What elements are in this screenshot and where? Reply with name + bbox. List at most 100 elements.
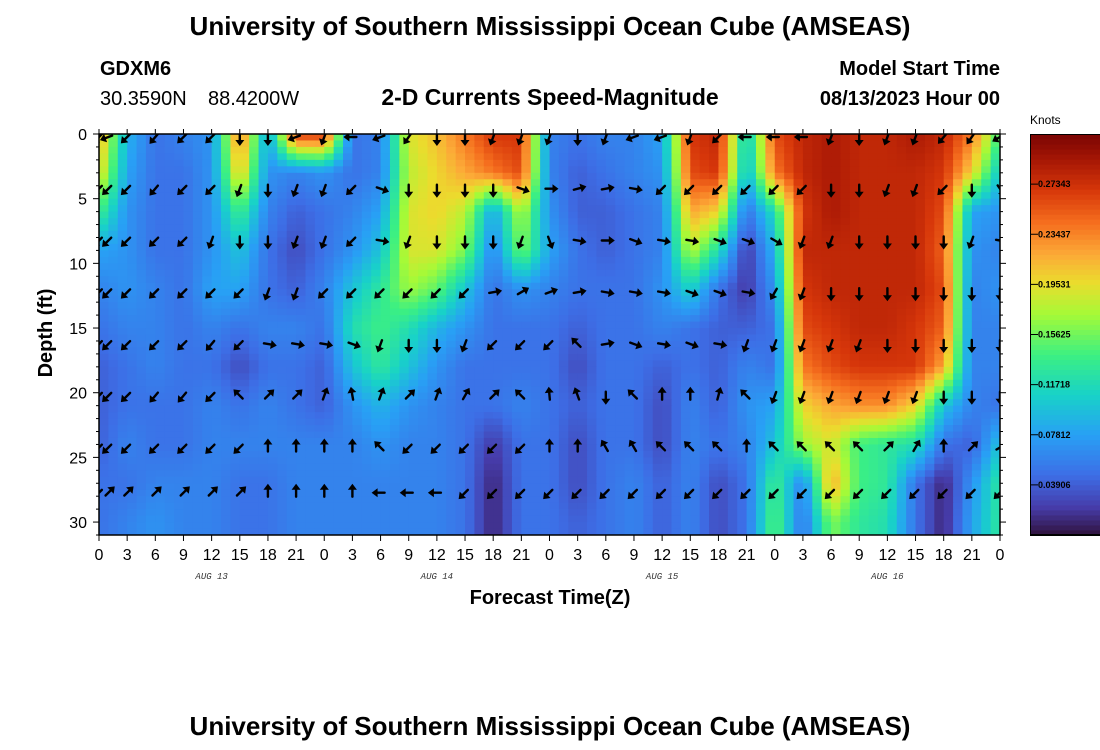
heatmap-cell xyxy=(202,347,213,355)
heatmap-cell xyxy=(624,153,635,161)
heatmap-cell xyxy=(493,405,504,413)
heatmap-cell xyxy=(953,353,964,361)
heatmap-cell xyxy=(652,218,663,226)
heatmap-cell xyxy=(155,328,166,336)
heatmap-cell xyxy=(587,211,598,219)
heatmap-cell xyxy=(587,185,598,193)
heatmap-cell xyxy=(296,463,307,471)
heatmap-cell xyxy=(324,185,335,193)
heatmap-cell xyxy=(493,457,504,465)
heatmap-cell xyxy=(868,437,879,446)
heatmap-cell xyxy=(840,334,851,342)
heatmap-cell xyxy=(174,437,185,446)
heatmap-cell xyxy=(249,172,260,180)
heatmap-cell xyxy=(202,231,213,239)
heatmap-cell xyxy=(652,250,663,258)
heatmap-cell xyxy=(286,166,297,174)
heatmap-cell xyxy=(361,437,372,446)
heatmap-cell xyxy=(831,140,842,148)
heatmap-cell xyxy=(389,366,400,374)
heatmap-cell xyxy=(746,373,757,381)
heatmap-cell xyxy=(380,373,391,381)
heatmap-cell xyxy=(436,463,447,471)
heatmap-cell xyxy=(831,282,842,290)
heatmap-cell xyxy=(277,282,288,290)
heatmap-cell xyxy=(906,192,917,200)
heatmap-cell xyxy=(981,457,992,465)
heatmap-cell xyxy=(821,450,832,458)
heatmap-cell xyxy=(483,457,494,465)
heatmap-cell xyxy=(324,425,335,433)
heatmap-cell xyxy=(784,392,795,400)
heatmap-cell xyxy=(793,457,804,465)
heatmap-cell xyxy=(802,140,813,148)
heatmap-cell xyxy=(652,399,663,407)
heatmap-cell xyxy=(896,457,907,465)
heatmap-cell xyxy=(296,295,307,303)
heatmap-cell xyxy=(211,405,222,413)
heatmap-cell xyxy=(511,256,522,264)
heatmap-cell xyxy=(990,379,1000,387)
heatmap-cell xyxy=(943,418,954,426)
heatmap-cell xyxy=(859,134,870,142)
heatmap-cell xyxy=(183,340,194,349)
heatmap-cell xyxy=(455,140,466,148)
heatmap-cell xyxy=(699,321,710,329)
heatmap-cell xyxy=(549,218,560,226)
heatmap-cell xyxy=(277,431,288,439)
heatmap-cell xyxy=(793,211,804,219)
heatmap-cell xyxy=(455,237,466,245)
heatmap-cell xyxy=(971,289,982,297)
heatmap-cell xyxy=(136,256,147,264)
heatmap-cell xyxy=(624,379,635,387)
heatmap-cell xyxy=(624,269,635,277)
heatmap-cell xyxy=(192,146,203,155)
heatmap-cell xyxy=(155,159,166,167)
heatmap-cell xyxy=(699,153,710,161)
heatmap-cell xyxy=(605,418,616,426)
heatmap-cell xyxy=(699,250,710,258)
heatmap-cell xyxy=(418,153,429,161)
heatmap-cell xyxy=(887,243,898,252)
heatmap-cell xyxy=(868,218,879,226)
heatmap-cell xyxy=(389,412,400,420)
heatmap-cell xyxy=(324,437,335,446)
heatmap-cell xyxy=(136,218,147,226)
heatmap-cell xyxy=(145,328,156,336)
heatmap-cell xyxy=(371,366,382,374)
heatmap-cell xyxy=(577,224,588,232)
heatmap-cell xyxy=(521,179,532,187)
heatmap-cell xyxy=(540,353,551,361)
heatmap-cell xyxy=(465,185,476,193)
heatmap-cell xyxy=(765,179,776,187)
heatmap-cell xyxy=(718,185,729,193)
heatmap-cell xyxy=(108,134,119,142)
heatmap-cell xyxy=(343,418,354,426)
heatmap-cell xyxy=(540,418,551,426)
heatmap-cell xyxy=(971,166,982,174)
heatmap-cell xyxy=(493,366,504,374)
heatmap-cell xyxy=(924,218,935,226)
heatmap-cell xyxy=(953,146,964,155)
heatmap-cell xyxy=(690,334,701,342)
heatmap-cell xyxy=(859,360,870,368)
heatmap-cell xyxy=(258,256,269,264)
heatmap-cell xyxy=(633,250,644,258)
heatmap-cell xyxy=(296,366,307,374)
heatmap-cell xyxy=(662,437,673,446)
heatmap-cell xyxy=(709,366,720,374)
heatmap-cell xyxy=(709,237,720,245)
main-title: University of Southern Mississippi Ocean… xyxy=(190,11,911,41)
heatmap-cell xyxy=(643,418,654,426)
heatmap-cell xyxy=(549,140,560,148)
heatmap-cell xyxy=(530,418,541,426)
heatmap-cell xyxy=(399,263,410,271)
heatmap-cell xyxy=(784,315,795,323)
heatmap-cell xyxy=(558,399,569,407)
heatmap-cell xyxy=(333,373,344,381)
heatmap-cell xyxy=(483,328,494,336)
heatmap-cell xyxy=(324,392,335,400)
heatmap-cell xyxy=(436,256,447,264)
heatmap-cell xyxy=(155,405,166,413)
heatmap-cell xyxy=(737,399,748,407)
